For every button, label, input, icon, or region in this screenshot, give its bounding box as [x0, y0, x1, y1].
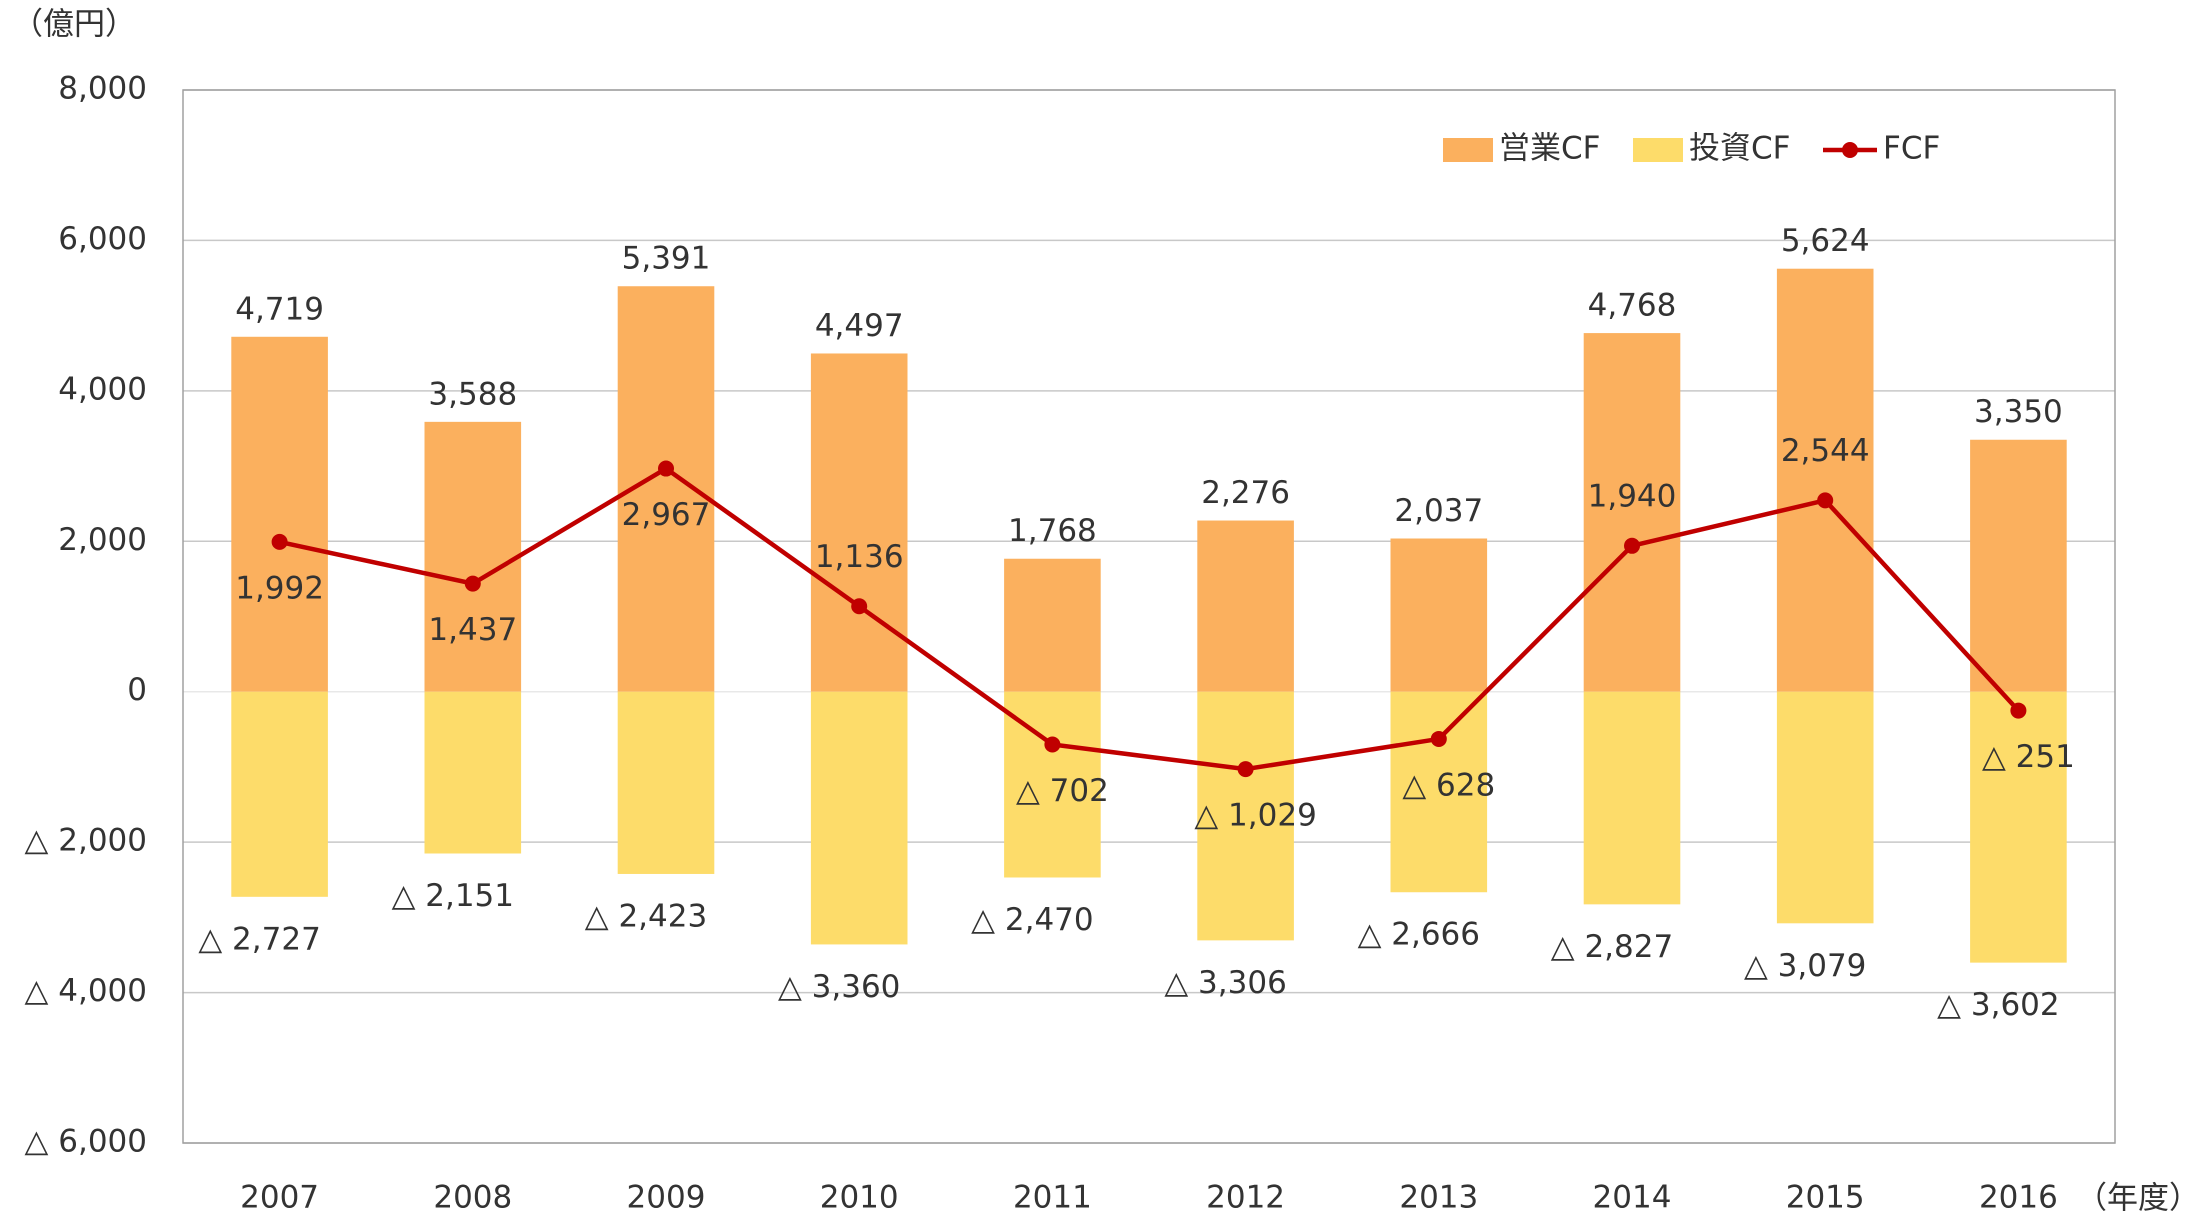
bar	[1776, 268, 1874, 692]
data-label: △ 3,360	[778, 969, 900, 1005]
legend-swatch	[1443, 138, 1493, 162]
y-tick-label: 8,000	[58, 71, 147, 107]
data-label: △ 3,079	[1744, 948, 1866, 984]
data-label: △ 702	[1016, 773, 1109, 809]
x-tick-label: 2013	[1399, 1180, 1478, 1216]
data-label: △ 3,602	[1937, 987, 2059, 1023]
bar	[810, 353, 908, 692]
bar	[231, 691, 328, 897]
data-label: 3,350	[1974, 394, 2063, 430]
bar	[424, 691, 522, 854]
y-axis-label: （億円）	[12, 7, 136, 43]
bar	[1390, 538, 1488, 692]
bar	[231, 336, 328, 692]
line-point	[1624, 537, 1640, 554]
legend-swatch	[1842, 142, 1858, 158]
data-label: 1,992	[235, 570, 324, 606]
data-label: 2,544	[1781, 433, 1870, 469]
bar	[1197, 520, 1294, 692]
legend-label: 営業CF	[1499, 131, 1600, 167]
data-label: 1,940	[1588, 478, 1677, 514]
legend-label: FCF	[1883, 131, 1940, 167]
data-label: 2,967	[622, 497, 711, 533]
data-label: 2,276	[1201, 475, 1290, 511]
data-label: △ 2,151	[392, 878, 514, 914]
line-point	[1237, 761, 1254, 778]
legend-label: 投資CF	[1689, 131, 1790, 167]
x-tick-label: 2011	[1013, 1180, 1092, 1216]
bar	[1004, 558, 1101, 692]
data-label: △ 3,306	[1164, 965, 1286, 1001]
data-label: 1,768	[1008, 513, 1097, 549]
data-label: 5,624	[1781, 223, 1870, 259]
data-label: 4,497	[815, 308, 904, 344]
data-label: 4,719	[235, 291, 324, 327]
bar	[1970, 691, 2067, 963]
data-label: 5,391	[622, 241, 711, 277]
data-label: △ 2,827	[1551, 929, 1673, 965]
bar	[1970, 439, 2067, 692]
data-label: 2,037	[1394, 493, 1483, 529]
x-tick-label: 2016	[1979, 1180, 2058, 1216]
legend-swatch	[1633, 138, 1683, 162]
y-tick-label: 2,000	[58, 522, 147, 558]
data-label: 3,588	[428, 376, 517, 412]
bar	[1390, 691, 1488, 893]
y-tick-label: 0	[127, 672, 147, 708]
line-point	[658, 460, 674, 477]
x-tick-label: 2009	[627, 1180, 706, 1216]
data-label: △ 628	[1402, 767, 1495, 803]
y-tick-label: △ 6,000	[25, 1124, 147, 1160]
line-point	[851, 598, 868, 615]
line	[279, 465, 2021, 772]
x-tick-label: 2014	[1593, 1180, 1672, 1216]
line-point	[1044, 736, 1061, 753]
line-point	[271, 533, 288, 550]
x-tick-label: 2007	[240, 1180, 319, 1216]
y-tick-label: △ 4,000	[25, 973, 147, 1009]
bar	[424, 421, 522, 692]
data-label: 4,768	[1588, 288, 1677, 324]
y-tick-label: 4,000	[58, 371, 147, 407]
line-point	[464, 575, 481, 592]
data-label: △ 2,727	[198, 921, 320, 957]
y-tick-label: △ 2,000	[25, 823, 147, 859]
data-label: 1,136	[815, 539, 904, 575]
x-tick-label: 2008	[433, 1180, 512, 1216]
bar	[810, 691, 908, 945]
bar	[1197, 691, 1294, 941]
x-tick-label: 2015	[1786, 1180, 1865, 1216]
x-tick-label: 2010	[820, 1180, 899, 1216]
bar	[1776, 691, 1874, 924]
y-tick-label: 6,000	[58, 221, 147, 257]
line-point	[1430, 730, 1447, 747]
data-label: △ 1,029	[1194, 798, 1316, 834]
data-label: △ 2,666	[1358, 917, 1480, 953]
x-axis-label: （年度）	[2076, 1181, 2200, 1217]
x-tick-label: 2012	[1206, 1180, 1285, 1216]
data-label: 1,437	[428, 612, 517, 648]
plot-border	[182, 89, 2116, 1144]
data-label: △ 2,423	[585, 898, 707, 934]
bar	[617, 691, 715, 874]
data-label: △ 251	[1982, 739, 2075, 775]
line-point	[1817, 492, 1834, 509]
data-label: △ 2,470	[971, 902, 1093, 938]
line-point	[2010, 702, 2027, 719]
bar	[1583, 691, 1681, 905]
bar	[1583, 333, 1681, 692]
